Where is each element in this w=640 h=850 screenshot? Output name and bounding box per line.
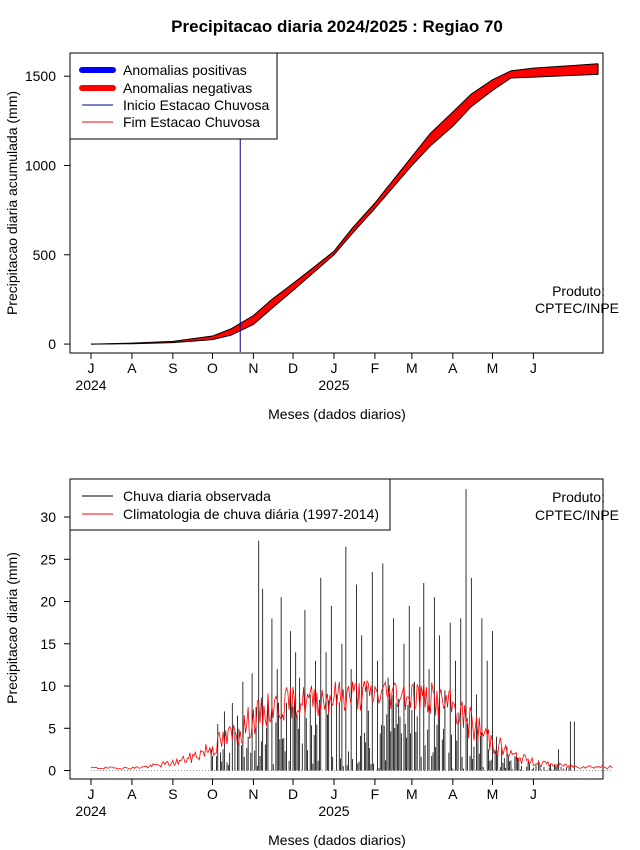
top-x-tick-label: J xyxy=(88,360,95,376)
bottom-x-tick-label: A xyxy=(127,786,137,802)
legend-climatology-label: Climatologia de chuva diária (1997-2014) xyxy=(123,506,379,522)
bottom-y-tick-label: 15 xyxy=(40,636,56,652)
climatology-cumulative-line xyxy=(90,63,599,345)
top-x-tick-label: M xyxy=(487,360,499,376)
top-y-tick-label: 1000 xyxy=(25,158,56,174)
bottom-x-tick-label: D xyxy=(288,786,298,802)
bottom-credit-line2: CPTEC/INPE xyxy=(535,507,619,523)
observed-daily-bars xyxy=(91,489,613,771)
bottom-legend: Chuva diaria observada Climatologia de c… xyxy=(69,478,391,531)
top-year-label: 2024 xyxy=(75,377,106,393)
top-x-tick-label: J xyxy=(530,360,537,376)
bottom-x-tick-label: J xyxy=(530,786,537,802)
top-credit-line1: Produto: xyxy=(552,283,605,299)
top-year-label: 2025 xyxy=(318,377,349,393)
top-y-axis: 0 500 1000 1500 xyxy=(25,68,71,352)
legend-positive-label: Anomalias positivas xyxy=(123,62,247,78)
climatology-line xyxy=(90,679,613,770)
top-x-tick-label: F xyxy=(371,360,380,376)
top-x-tick-label: S xyxy=(168,360,177,376)
top-x-tick-label: A xyxy=(127,360,137,376)
bottom-x-tick-label: A xyxy=(448,786,458,802)
legend-negative-label: Anomalias negativas xyxy=(123,80,252,96)
bottom-x-tick-label: S xyxy=(168,786,177,802)
top-x-tick-label: M xyxy=(406,360,418,376)
top-legend: Anomalias positivas Anomalias negativas … xyxy=(69,52,278,140)
chart-title: Precipitacao diaria 2024/2025 : Regiao 7… xyxy=(171,17,503,36)
top-x-tick-label: D xyxy=(288,360,298,376)
top-x-tick-label: J xyxy=(330,360,337,376)
top-y-tick-label: 0 xyxy=(48,336,56,352)
bottom-year-label: 2024 xyxy=(75,803,106,819)
top-cumulative-lines xyxy=(90,63,599,345)
bottom-legend-box xyxy=(69,478,391,531)
bottom-x-tick-label: O xyxy=(207,786,218,802)
bottom-x-tick-label: J xyxy=(330,786,337,802)
bottom-x-tick-label: J xyxy=(88,786,95,802)
bottom-y-tick-label: 20 xyxy=(40,594,56,610)
legend-onset-label: Inicio Estacao Chuvosa xyxy=(123,97,270,113)
top-credit-line2: CPTEC/INPE xyxy=(535,300,619,316)
bottom-y-tick-label: 5 xyxy=(48,720,56,736)
top-y-tick-label: 500 xyxy=(33,247,57,263)
top-y-axis-label: Precipitacao diaria acumulada (mm) xyxy=(4,91,20,315)
bottom-x-axis-label: Meses (dados diarios) xyxy=(268,832,406,848)
bottom-y-tick-label: 25 xyxy=(40,551,56,567)
bottom-year-label: 2025 xyxy=(318,803,349,819)
bottom-x-tick-label: M xyxy=(487,786,499,802)
legend-end-label: Fim Estacao Chuvosa xyxy=(123,114,260,130)
bottom-x-tick-label: N xyxy=(248,786,258,802)
top-x-axis-label: Meses (dados diarios) xyxy=(268,406,406,422)
bottom-y-tick-label: 0 xyxy=(48,763,56,779)
bottom-credit-line1: Produto: xyxy=(552,489,605,505)
legend-observed-label: Chuva diaria observada xyxy=(123,488,271,504)
bottom-y-tick-label: 30 xyxy=(40,509,56,525)
bottom-y-tick-label: 10 xyxy=(40,678,56,694)
top-x-tick-label: O xyxy=(207,360,218,376)
top-y-tick-label: 1500 xyxy=(25,68,56,84)
bottom-x-tick-label: F xyxy=(371,786,380,802)
climatology-daily-line xyxy=(90,679,613,770)
bottom-y-axis: 0 5 10 15 20 25 30 xyxy=(40,509,71,779)
bottom-y-axis-label: Precipitacao diaria (mm) xyxy=(4,552,20,704)
observed-cumulative-line xyxy=(90,73,599,345)
top-x-tick-label: A xyxy=(448,360,458,376)
bottom-x-tick-label: M xyxy=(406,786,418,802)
top-x-tick-label: N xyxy=(248,360,258,376)
